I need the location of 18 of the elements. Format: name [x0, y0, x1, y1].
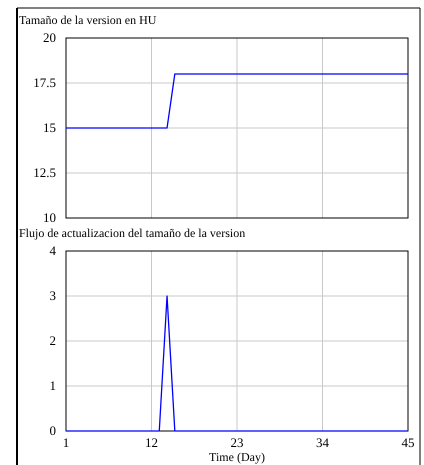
chart-title: Flujo de actualizacion del tamaño de la version — [19, 226, 246, 240]
y-tick-label: 1 — [50, 378, 56, 393]
x-tick-label: 45 — [402, 435, 414, 450]
x-tick-label: 12 — [145, 435, 158, 450]
y-tick-label: 10 — [43, 210, 56, 225]
y-tick-label: 2 — [50, 333, 56, 348]
x-tick-label: 23 — [230, 435, 244, 450]
x-tick-label: 1 — [62, 435, 70, 450]
y-tick-label: 0 — [50, 423, 56, 438]
y-tick-label: 15 — [43, 120, 56, 135]
x-tick-label: 34 — [316, 435, 330, 450]
y-tick-label: 4 — [50, 243, 56, 258]
chart-title: Tamaño de la version en HU — [19, 13, 157, 27]
x-axis-title: Time (Day) — [209, 450, 265, 464]
y-tick-label: 3 — [50, 288, 56, 303]
y-tick-label: 20 — [43, 30, 56, 45]
y-tick-label: 17.5 — [33, 75, 56, 90]
y-tick-label: 12.5 — [33, 165, 56, 180]
